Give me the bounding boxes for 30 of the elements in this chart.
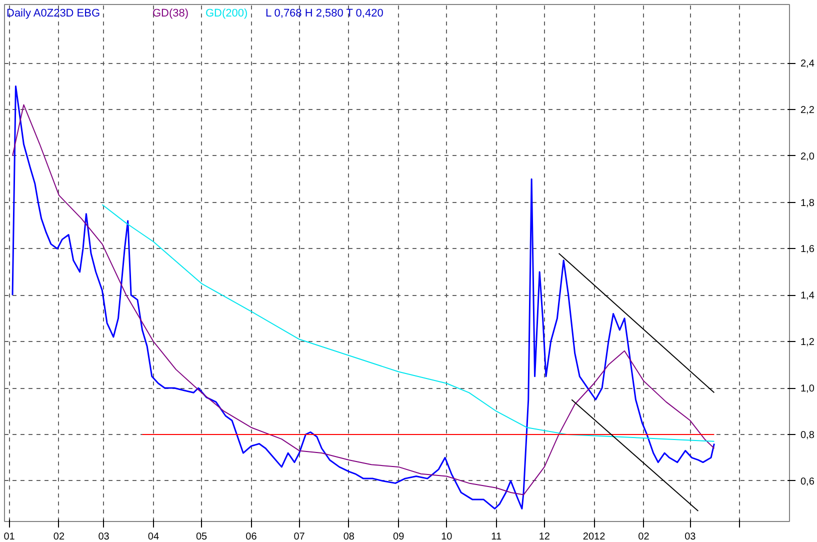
y-tick-label: 1,8 <box>800 198 815 209</box>
x-tick-label: 11 <box>491 532 502 542</box>
x-tick-label: 03 <box>684 532 696 542</box>
y-tick-label: 1,6 <box>800 244 815 256</box>
x-tick-label: 03 <box>98 532 110 542</box>
y-tick-label: 1,2 <box>800 337 815 348</box>
x-tick-label: 02 <box>638 532 650 542</box>
chart-title: Daily A0Z23D EBG <box>6 8 100 20</box>
x-tick-label: 02 <box>53 532 65 542</box>
x-tick-label: 2012 <box>582 532 606 542</box>
chart-subtitle: L 0,768 H 2,580 T 0,420 <box>266 8 384 20</box>
y-tick-label: 2,4 <box>800 58 815 70</box>
x-tick-label: 05 <box>196 532 208 542</box>
x-tick-label: 01 <box>4 532 16 542</box>
line-series <box>102 204 715 442</box>
y-tick-label: 0,8 <box>800 430 815 441</box>
x-tick-label: 09 <box>393 532 405 542</box>
y-tick-label: 0,6 <box>800 476 815 488</box>
x-tick-label: 07 <box>294 532 306 542</box>
y-tick-label: 2,2 <box>800 104 815 116</box>
text: GD(38) <box>152 8 189 20</box>
x-tick-label: 12 <box>538 532 550 542</box>
x-tick-label: 10 <box>441 532 453 542</box>
y-tick-label: 2,0 <box>800 151 815 162</box>
y-tick-label: 1,4 <box>800 290 815 302</box>
x-tick-label: 08 <box>343 532 355 542</box>
x-tick-label: 06 <box>246 532 258 542</box>
y-tick-label: 1,0 <box>800 384 815 395</box>
x-tick-label: 04 <box>148 532 160 542</box>
text: GD(200) <box>206 8 248 20</box>
